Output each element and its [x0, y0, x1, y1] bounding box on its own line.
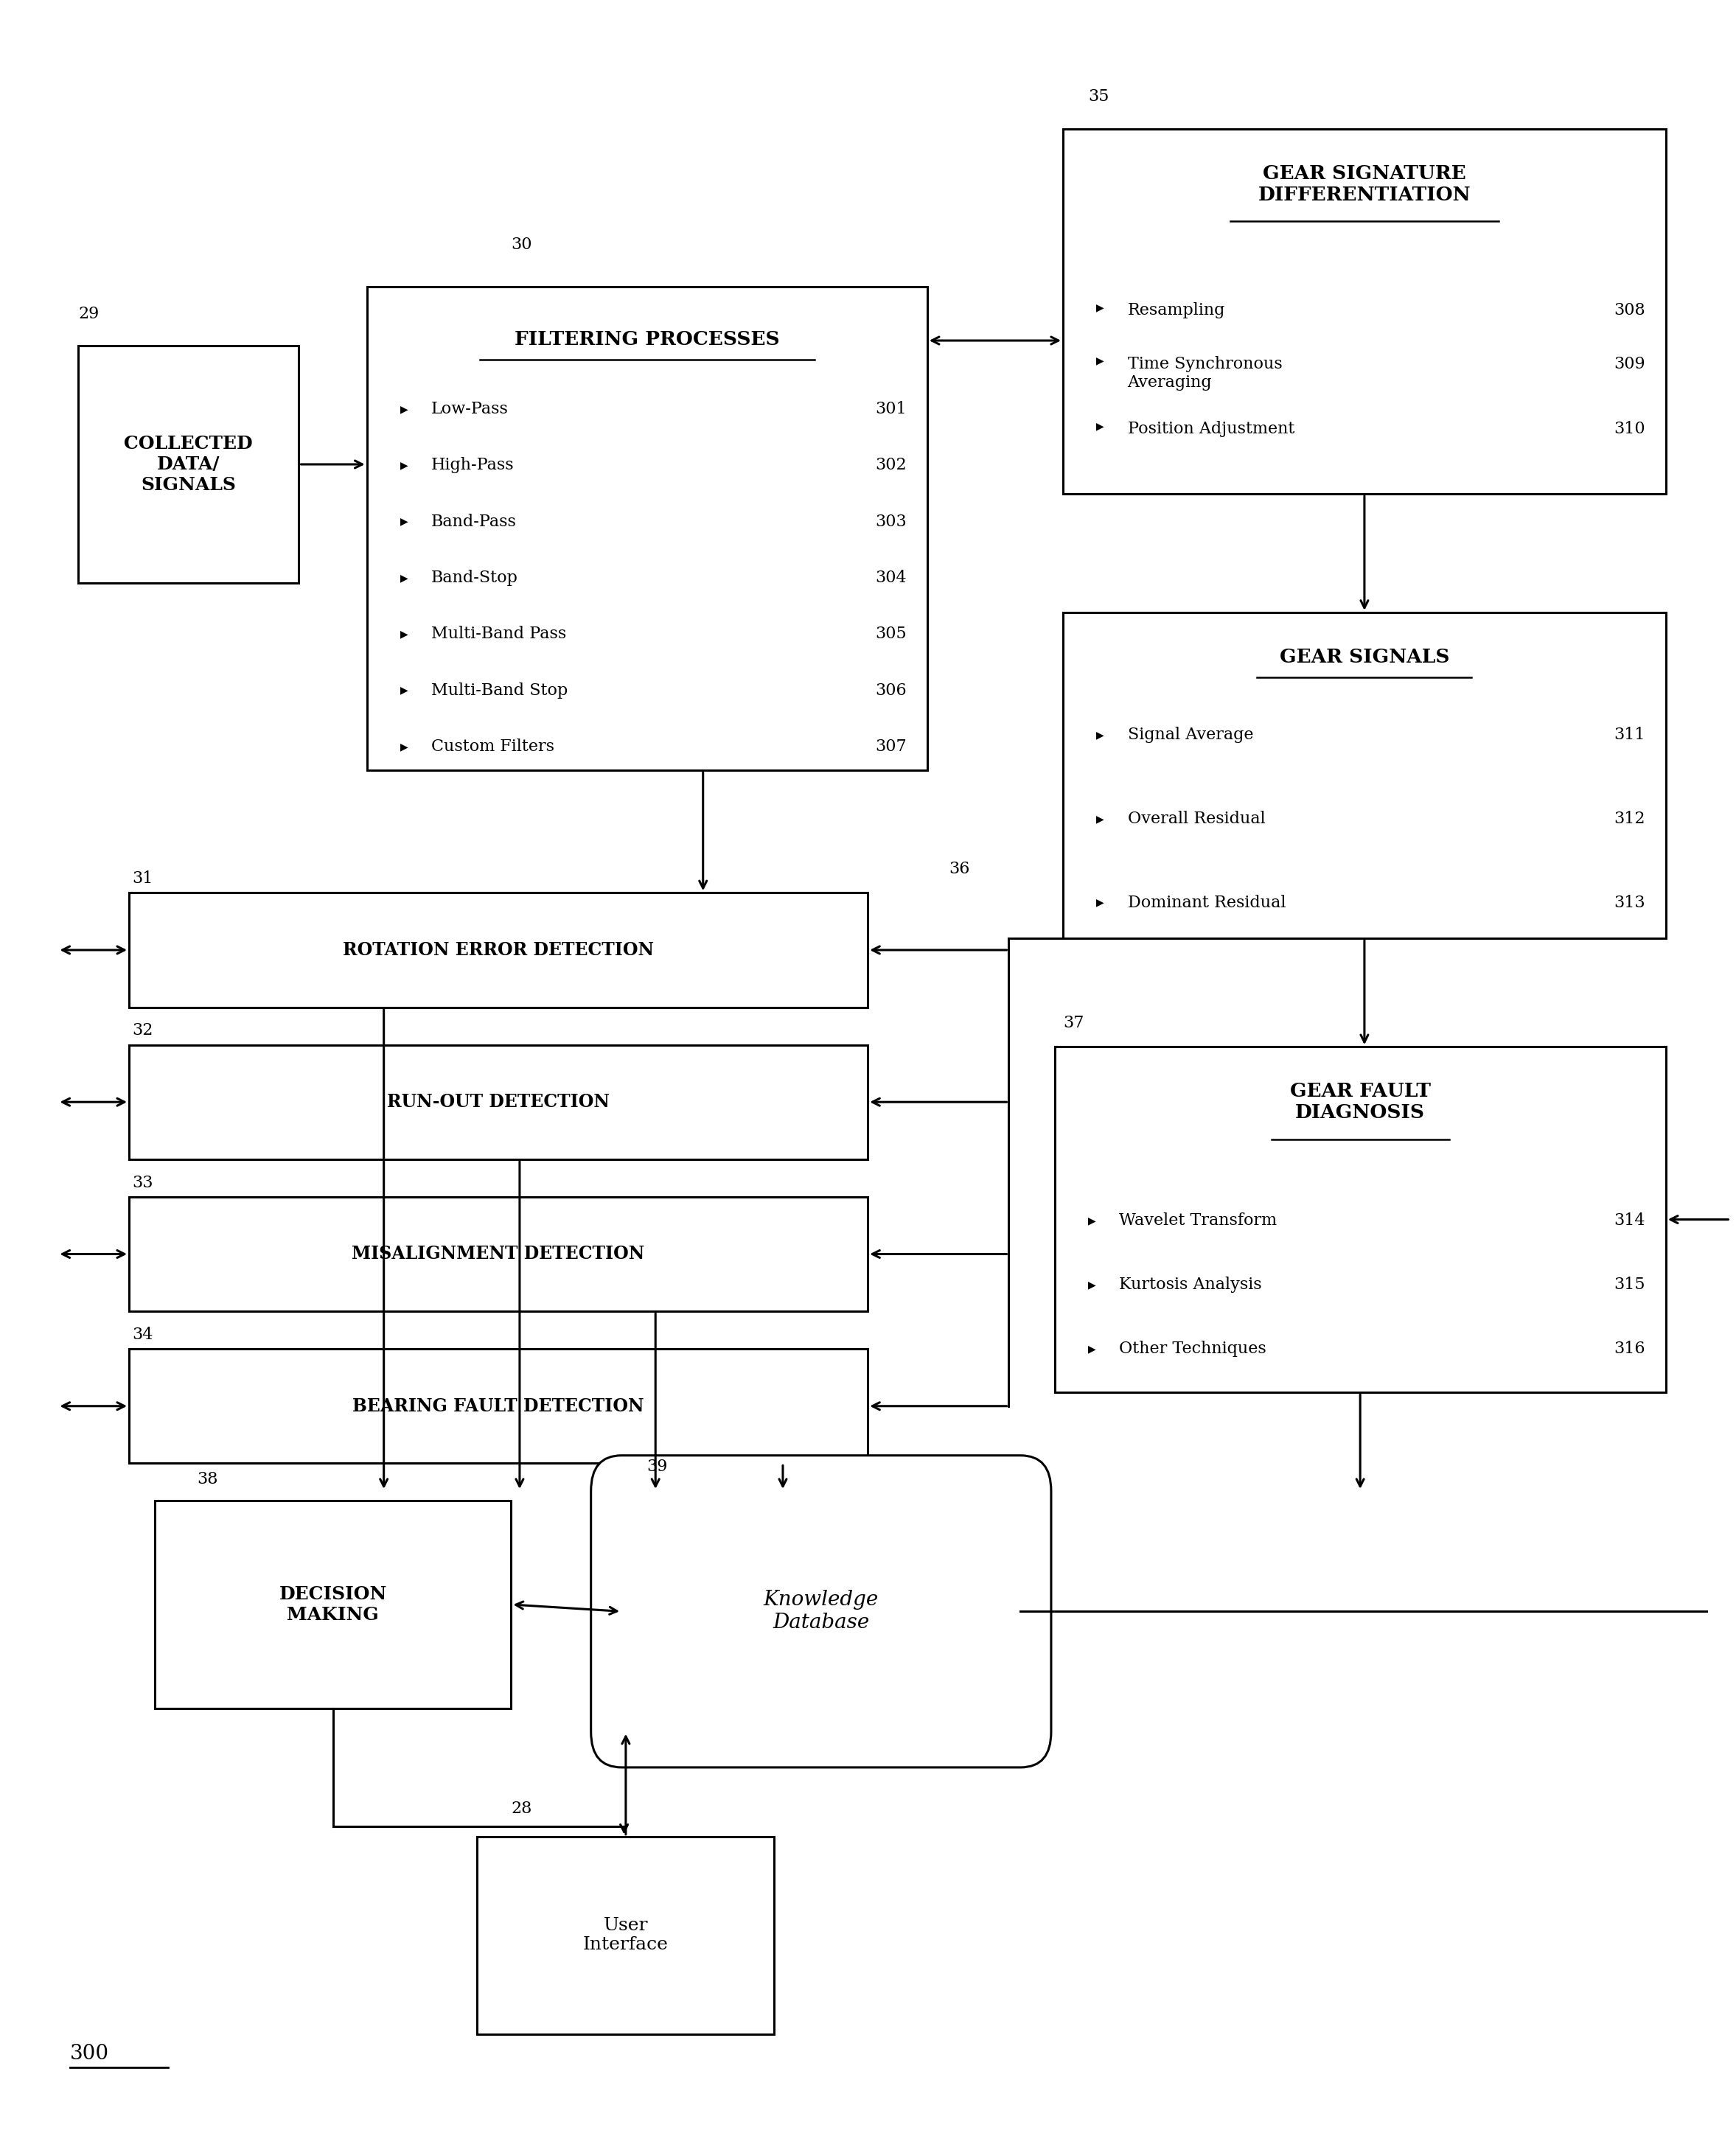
Text: 310: 310: [1614, 420, 1646, 437]
Text: Kurtosis Analysis: Kurtosis Analysis: [1120, 1276, 1262, 1293]
Text: ▶: ▶: [401, 572, 408, 582]
Text: GEAR SIGNALS: GEAR SIGNALS: [1279, 648, 1450, 665]
Text: ▶: ▶: [401, 516, 408, 527]
Text: 34: 34: [132, 1327, 153, 1344]
Text: ▶: ▶: [401, 629, 408, 640]
Text: ROTATION ERROR DETECTION: ROTATION ERROR DETECTION: [342, 941, 654, 960]
Text: 33: 33: [132, 1175, 153, 1190]
Bar: [366, 286, 927, 770]
Text: 314: 314: [1614, 1212, 1646, 1229]
Text: Custom Filters: Custom Filters: [431, 738, 554, 755]
Bar: [128, 1197, 868, 1312]
Text: ▶: ▶: [1097, 420, 1104, 431]
Text: Band-Stop: Band-Stop: [431, 570, 519, 587]
Text: ▶: ▶: [401, 685, 408, 695]
Text: RUN-OUT DETECTION: RUN-OUT DETECTION: [387, 1094, 609, 1111]
Text: 315: 315: [1614, 1276, 1646, 1293]
Text: Resampling: Resampling: [1128, 303, 1226, 318]
Text: ▶: ▶: [1097, 813, 1104, 823]
Text: 32: 32: [132, 1022, 153, 1039]
Bar: [1054, 1047, 1667, 1393]
Text: 302: 302: [875, 456, 906, 474]
Text: ▶: ▶: [1097, 303, 1104, 314]
Text: High-Pass: High-Pass: [431, 456, 514, 474]
Text: Position Adjustment: Position Adjustment: [1128, 420, 1295, 437]
Text: 311: 311: [1614, 727, 1646, 742]
Text: 305: 305: [875, 625, 906, 642]
Text: 301: 301: [875, 401, 906, 418]
Text: User
Interface: User Interface: [583, 1918, 668, 1954]
Text: ▶: ▶: [1088, 1280, 1095, 1290]
Text: ▶: ▶: [1088, 1216, 1095, 1226]
Bar: [1062, 128, 1667, 495]
Text: Signal Average: Signal Average: [1128, 727, 1253, 742]
Text: 37: 37: [1062, 1015, 1083, 1030]
Text: 31: 31: [132, 870, 153, 887]
Text: ▶: ▶: [1088, 1344, 1095, 1354]
Text: ▶: ▶: [1097, 898, 1104, 909]
Bar: [128, 894, 868, 1007]
Text: Low-Pass: Low-Pass: [431, 401, 509, 418]
Bar: [128, 1348, 868, 1463]
Text: BEARING FAULT DETECTION: BEARING FAULT DETECTION: [352, 1397, 644, 1414]
Text: MISALIGNMENT DETECTION: MISALIGNMENT DETECTION: [352, 1246, 644, 1263]
Text: GEAR FAULT
DIAGNOSIS: GEAR FAULT DIAGNOSIS: [1290, 1081, 1430, 1122]
Text: 304: 304: [875, 570, 906, 587]
Text: GEAR SIGNATURE
DIFFERENTIATION: GEAR SIGNATURE DIFFERENTIATION: [1259, 164, 1470, 205]
Text: ▶: ▶: [1097, 356, 1104, 367]
Text: Band-Pass: Band-Pass: [431, 514, 517, 529]
Text: 307: 307: [875, 738, 906, 755]
Text: 39: 39: [648, 1459, 668, 1476]
Text: 309: 309: [1614, 356, 1646, 371]
Text: 30: 30: [510, 237, 533, 254]
Text: Wavelet Transform: Wavelet Transform: [1120, 1212, 1278, 1229]
Text: 313: 313: [1614, 894, 1646, 911]
Bar: [78, 346, 299, 582]
Text: Overall Residual: Overall Residual: [1128, 811, 1266, 828]
Text: Other Techniques: Other Techniques: [1120, 1342, 1266, 1357]
Text: 316: 316: [1614, 1342, 1646, 1357]
Text: 303: 303: [875, 514, 906, 529]
Text: 308: 308: [1614, 303, 1646, 318]
Text: 28: 28: [510, 1800, 531, 1817]
Text: Dominant Residual: Dominant Residual: [1128, 894, 1286, 911]
Text: Multi-Band Stop: Multi-Band Stop: [431, 683, 568, 697]
Text: 29: 29: [78, 305, 99, 322]
Bar: [1062, 612, 1667, 939]
Text: ▶: ▶: [401, 461, 408, 471]
Bar: [155, 1502, 510, 1709]
Text: Knowledge
Database: Knowledge Database: [764, 1589, 878, 1634]
Text: Time Synchronous
Averaging: Time Synchronous Averaging: [1128, 356, 1283, 390]
Text: 306: 306: [875, 683, 906, 697]
Text: 38: 38: [196, 1472, 219, 1487]
Text: ▶: ▶: [1097, 729, 1104, 740]
Text: 35: 35: [1088, 90, 1109, 105]
Text: DECISION
MAKING: DECISION MAKING: [279, 1585, 387, 1623]
Text: FILTERING PROCESSES: FILTERING PROCESSES: [514, 331, 779, 348]
FancyBboxPatch shape: [590, 1455, 1050, 1768]
Bar: [128, 1045, 868, 1160]
Text: COLLECTED
DATA/
SIGNALS: COLLECTED DATA/ SIGNALS: [125, 435, 253, 493]
Text: 300: 300: [69, 2043, 109, 2063]
Text: 312: 312: [1614, 811, 1646, 828]
Text: ▶: ▶: [401, 403, 408, 414]
Text: 36: 36: [950, 862, 970, 877]
Bar: [477, 1837, 774, 2035]
Text: ▶: ▶: [401, 742, 408, 751]
Text: Multi-Band Pass: Multi-Band Pass: [431, 625, 566, 642]
